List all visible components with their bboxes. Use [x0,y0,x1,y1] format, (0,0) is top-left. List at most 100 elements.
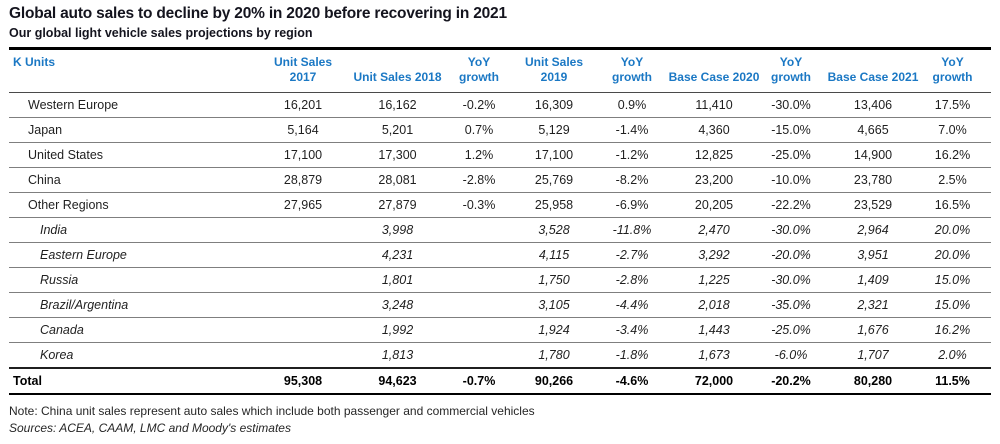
value-cell [448,241,510,267]
value-cell: -1.4% [598,116,666,142]
value-cell: -6.0% [762,341,820,368]
value-cell: 3,105 [510,291,598,317]
value-cell: -1.2% [598,141,666,167]
value-cell: -25.0% [762,316,820,342]
value-cell: 27,879 [347,191,448,217]
value-cell: 17,300 [347,141,448,167]
region-label: United States [9,141,259,167]
value-cell: 12,825 [666,141,762,167]
value-cell: -30.0% [771,97,811,112]
value-cell: -22.2% [762,191,820,217]
sales-projection-table: K Units Unit Sales 2017 Unit Sales 2018 … [9,49,991,395]
value-cell: -20.2% [762,366,820,395]
table-row: India 3,998 3,528 -11.8% 2,470 -30.0% 2,964 20.… [9,216,991,242]
col-base-case-2020: Base Case 2020 [666,49,762,93]
value-cell: 15.0% [926,266,991,292]
value-cell: -11.8% [598,216,666,242]
value-cell: 94,623 [347,366,448,395]
value-cell: 1.2% [448,141,510,167]
value-cell: 13,406 [853,97,893,112]
col-unit-sales-2018: Unit Sales 2018 [347,49,448,93]
value-cell [259,266,347,292]
figure-title: Global auto sales to decline by 20% in 2… [9,5,507,22]
region-label: Western Europe [28,97,119,112]
value-cell: 0.7% [448,116,510,142]
table-row: Eastern Europe 4,231 4,115 -2.7% 3,292 -20.0%… [9,241,991,267]
value-cell: 27,965 [259,191,347,217]
value-cell: 1,409 [820,266,926,292]
value-cell: 20,205 [666,191,762,217]
value-cell: -10.0% [762,166,820,192]
value-cell: 5,201 [347,116,448,142]
value-cell: 5,164 [259,116,347,142]
value-cell: 15.0% [926,291,991,317]
value-cell: 23,780 [820,166,926,192]
value-cell [259,341,347,368]
value-cell: 23,200 [666,166,762,192]
value-cell: 4,231 [347,241,448,267]
table-row: United States 17,100 17,300 1.2% 17,100 -1.2%… [9,141,991,167]
region-label: Eastern Europe [9,241,259,267]
region-label: Canada [9,316,259,342]
value-cell [448,291,510,317]
value-cell: 16,309 [534,97,574,112]
value-cell [259,316,347,342]
region-label: Korea [9,341,259,368]
value-cell [448,341,510,368]
value-cell: 2,964 [820,216,926,242]
value-cell [448,316,510,342]
value-cell: 1,225 [666,266,762,292]
value-cell: -20.0% [762,241,820,267]
col-yoy-growth-2020: YoY growth [762,49,820,93]
value-cell [259,216,347,242]
value-cell: 16,201 [283,97,323,112]
region-label: China [9,166,259,192]
value-cell: -4.4% [598,291,666,317]
col-yoy-growth-2019: YoY growth [598,49,666,93]
value-cell: 28,879 [259,166,347,192]
region-label: Total [9,366,259,395]
table-row: Korea 1,813 1,780 -1.8% 1,673 -6.0% 1,707 2.0% [9,341,991,368]
value-cell: -8.2% [598,166,666,192]
value-cell: 1,813 [347,341,448,368]
value-cell: 25,958 [510,191,598,217]
value-cell: 1,750 [510,266,598,292]
table-row: Western Europe 16,201 16,162 -0.2% 16,309 0.9… [9,92,991,117]
value-cell: -2.7% [598,241,666,267]
value-cell [448,216,510,242]
value-cell: 11.5% [926,366,991,395]
value-cell: 2,018 [666,291,762,317]
top-divider [9,47,991,50]
value-cell: 72,000 [666,366,762,395]
value-cell: 1,676 [820,316,926,342]
col-yoy-growth-2021: YoY growth [926,49,991,93]
value-cell [259,291,347,317]
value-cell: 1,443 [666,316,762,342]
table-body: Western Europe 16,201 16,162 -0.2% 16,309 0.9… [9,92,991,395]
table-row: Russia 1,801 1,750 -2.8% 1,225 -30.0% 1,409 15.… [9,266,991,292]
value-cell: 1,801 [347,266,448,292]
unit-label: K Units [9,49,259,93]
value-cell: 1,924 [510,316,598,342]
col-unit-sales-2017: Unit Sales 2017 [259,49,347,93]
value-cell [448,266,510,292]
figure-subtitle: Our global light vehicle sales projectio… [9,26,313,40]
value-cell: 16,162 [378,97,417,112]
value-cell: 23,529 [820,191,926,217]
value-cell: 1,780 [510,341,598,368]
value-cell: 14,900 [820,141,926,167]
value-cell: 90,266 [510,366,598,395]
value-cell: -30.0% [762,266,820,292]
value-cell: -15.0% [762,116,820,142]
col-base-case-2021: Base Case 2021 [820,49,926,93]
sources-note: Sources: ACEA, CAAM, LMC and Moody's est… [9,420,291,435]
value-cell: 3,951 [820,241,926,267]
value-cell: 20.0% [926,241,991,267]
footnote: Note: China unit sales represent auto sa… [9,403,535,418]
value-cell: 17.5% [934,97,971,112]
table-row: Other Regions 27,965 27,879 -0.3% 25,958 -6.9… [9,191,991,217]
value-cell: -1.8% [598,341,666,368]
value-cell: -35.0% [762,291,820,317]
value-cell: -4.6% [598,366,666,395]
